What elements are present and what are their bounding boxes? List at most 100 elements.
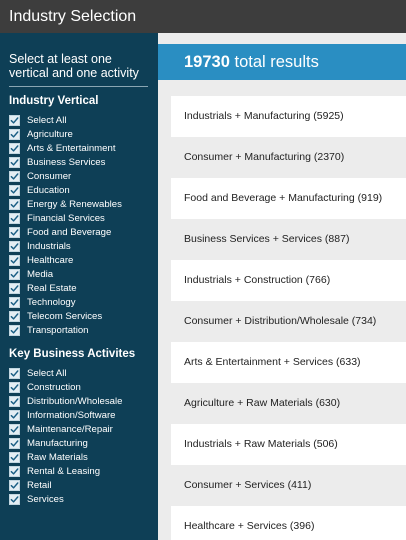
total-results-count: 19730 [184, 53, 230, 71]
result-row[interactable]: Agriculture + Raw Materials (630) [171, 383, 406, 424]
result-row[interactable]: Consumer + Distribution/Wholesale (734) [171, 301, 406, 342]
checkmark-icon [10, 172, 19, 180]
vertical-item-media[interactable]: Media [9, 267, 122, 281]
checkmark-icon [10, 270, 19, 278]
checkmark-icon [10, 453, 19, 461]
activity-item-manufacturing[interactable]: Manufacturing [9, 436, 122, 450]
vertical-item-education[interactable]: Education [9, 183, 122, 197]
vertical-checkbox[interactable] [9, 282, 20, 294]
vertical-label: Consumer [27, 170, 72, 182]
window-title-bar: Industry Selection [0, 0, 406, 33]
checkmark-icon [10, 186, 19, 194]
total-results-label: total results [234, 53, 319, 71]
vertical-item-technology[interactable]: Technology [9, 295, 122, 309]
activity-checkbox[interactable] [9, 451, 20, 463]
vertical-label: Real Estate [27, 282, 77, 294]
activity-item-maintenance-repair[interactable]: Maintenance/Repair [9, 422, 122, 436]
activity-item-select-all[interactable]: Select All [9, 366, 122, 380]
checkmark-icon [10, 298, 19, 306]
vertical-item-consumer[interactable]: Consumer [9, 169, 122, 183]
vertical-checkbox[interactable] [9, 226, 20, 238]
result-row[interactable]: Industrials + Construction (766) [171, 260, 406, 301]
checkmark-icon [10, 383, 19, 391]
vertical-item-healthcare[interactable]: Healthcare [9, 253, 122, 267]
business-activities-list: Select All Construction Distribution/Whole… [9, 366, 122, 506]
vertical-label: Education [27, 184, 70, 196]
activity-checkbox[interactable] [9, 395, 20, 407]
vertical-item-transportation[interactable]: Transportation [9, 323, 122, 337]
result-row[interactable]: Healthcare + Services (396) [171, 506, 406, 540]
activity-item-services[interactable]: Services [9, 492, 122, 506]
vertical-checkbox[interactable] [9, 240, 20, 252]
result-row[interactable]: Industrials + Manufacturing (5925) [171, 96, 406, 137]
activity-label: Maintenance/Repair [27, 423, 113, 435]
vertical-checkbox[interactable] [9, 184, 20, 196]
activity-checkbox[interactable] [9, 423, 20, 435]
result-row[interactable]: Consumer + Manufacturing (2370) [171, 137, 406, 178]
activity-item-construction[interactable]: Construction [9, 380, 122, 394]
activity-item-distribution-wholesale[interactable]: Distribution/Wholesale [9, 394, 122, 408]
activity-checkbox[interactable] [9, 409, 20, 421]
vertical-label: Business Services [27, 156, 106, 168]
vertical-item-select-all[interactable]: Select All [9, 113, 122, 127]
vertical-item-food-and-beverage[interactable]: Food and Beverage [9, 225, 122, 239]
result-row[interactable]: Consumer + Services (411) [171, 465, 406, 506]
activity-item-retail[interactable]: Retail [9, 478, 122, 492]
vertical-checkbox[interactable] [9, 324, 20, 336]
activity-item-information-software[interactable]: Information/Software [9, 408, 122, 422]
vertical-checkbox[interactable] [9, 268, 20, 280]
vertical-label: Energy & Renewables [27, 198, 122, 210]
vertical-checkbox[interactable] [9, 296, 20, 308]
checkmark-icon [10, 425, 19, 433]
activity-label: Services [27, 493, 64, 505]
vertical-item-real-estate[interactable]: Real Estate [9, 281, 122, 295]
checkmark-icon [10, 200, 19, 208]
result-row[interactable]: Food and Beverage + Manufacturing (919) [171, 178, 406, 219]
vertical-checkbox[interactable] [9, 254, 20, 266]
checkmark-icon [10, 144, 19, 152]
checkmark-icon [10, 495, 19, 503]
activity-checkbox[interactable] [9, 493, 20, 505]
activity-checkbox[interactable] [9, 381, 20, 393]
vertical-item-financial-services[interactable]: Financial Services [9, 211, 122, 225]
result-row[interactable]: Arts & Entertainment + Services (633) [171, 342, 406, 383]
result-list: Industrials + Manufacturing (5925) Consum… [171, 96, 406, 540]
sidebar-instruction: Select at least one vertical and one act… [9, 52, 139, 80]
vertical-label: Technology [27, 296, 76, 308]
checkmark-icon [10, 467, 19, 475]
vertical-item-arts-entertainment[interactable]: Arts & Entertainment [9, 141, 122, 155]
vertical-checkbox[interactable] [9, 142, 20, 154]
activity-item-raw-materials[interactable]: Raw Materials [9, 450, 122, 464]
result-row[interactable]: Industrials + Raw Materials (506) [171, 424, 406, 465]
vertical-checkbox[interactable] [9, 212, 20, 224]
vertical-checkbox[interactable] [9, 310, 20, 322]
vertical-item-agriculture[interactable]: Agriculture [9, 127, 122, 141]
vertical-checkbox[interactable] [9, 156, 20, 168]
activity-checkbox[interactable] [9, 465, 20, 477]
vertical-item-telecom-services[interactable]: Telecom Services [9, 309, 122, 323]
vertical-checkbox[interactable] [9, 114, 20, 126]
vertical-checkbox[interactable] [9, 128, 20, 140]
activity-checkbox[interactable] [9, 479, 20, 491]
vertical-label: Agriculture [27, 128, 73, 140]
checkmark-icon [10, 158, 19, 166]
vertical-item-energy-renewables[interactable]: Energy & Renewables [9, 197, 122, 211]
activity-item-rental-leasing[interactable]: Rental & Leasing [9, 464, 122, 478]
vertical-item-industrials[interactable]: Industrials [9, 239, 122, 253]
results-panel: 19730 total results Industrials + Manufa… [158, 33, 406, 540]
vertical-checkbox[interactable] [9, 170, 20, 182]
checkmark-icon [10, 369, 19, 377]
result-row[interactable]: Business Services + Services (887) [171, 219, 406, 260]
vertical-label: Arts & Entertainment [27, 142, 116, 154]
vertical-checkbox[interactable] [9, 198, 20, 210]
filter-sidebar: Select at least one vertical and one act… [0, 33, 158, 540]
vertical-label: Telecom Services [27, 310, 103, 322]
activity-label: Raw Materials [27, 451, 88, 463]
vertical-item-business-services[interactable]: Business Services [9, 155, 122, 169]
vertical-label: Transportation [27, 324, 89, 336]
activity-checkbox[interactable] [9, 437, 20, 449]
activity-checkbox[interactable] [9, 367, 20, 379]
activity-label: Rental & Leasing [27, 465, 101, 477]
activity-label: Information/Software [27, 409, 116, 421]
activity-label: Select All [27, 367, 67, 379]
